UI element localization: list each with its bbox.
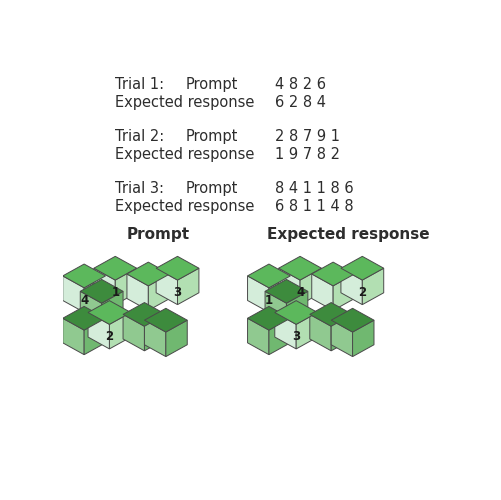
Polygon shape bbox=[88, 312, 109, 349]
Text: Trial 3:: Trial 3: bbox=[115, 182, 164, 196]
Polygon shape bbox=[63, 306, 105, 330]
Polygon shape bbox=[333, 274, 354, 310]
Text: 2: 2 bbox=[358, 286, 366, 299]
Polygon shape bbox=[63, 318, 84, 354]
Text: Trial 1:: Trial 1: bbox=[115, 78, 164, 92]
Polygon shape bbox=[177, 268, 198, 304]
Text: 1 9 7 8 2: 1 9 7 8 2 bbox=[274, 146, 339, 162]
Text: Expected response: Expected response bbox=[115, 198, 254, 214]
Text: 6 8 1 1 4 8: 6 8 1 1 4 8 bbox=[274, 198, 353, 214]
Text: Expected response: Expected response bbox=[115, 146, 254, 162]
Text: Prompt: Prompt bbox=[185, 130, 237, 144]
Text: 2 8 7 9 1: 2 8 7 9 1 bbox=[274, 130, 339, 144]
Polygon shape bbox=[265, 292, 286, 328]
Text: 3: 3 bbox=[173, 286, 181, 299]
Text: 3: 3 bbox=[292, 330, 300, 343]
Polygon shape bbox=[247, 276, 269, 312]
Polygon shape bbox=[144, 314, 165, 351]
Text: 8 4 1 1 8 6: 8 4 1 1 8 6 bbox=[274, 182, 353, 196]
Polygon shape bbox=[340, 256, 383, 280]
Polygon shape bbox=[127, 274, 148, 310]
Polygon shape bbox=[311, 262, 354, 286]
Text: 1: 1 bbox=[111, 286, 119, 299]
Polygon shape bbox=[156, 268, 177, 304]
Polygon shape bbox=[156, 256, 198, 280]
Text: Prompt: Prompt bbox=[185, 182, 237, 196]
Polygon shape bbox=[148, 274, 169, 310]
Polygon shape bbox=[286, 292, 307, 328]
Polygon shape bbox=[144, 320, 165, 356]
Text: Prompt: Prompt bbox=[185, 78, 237, 92]
Text: 6 2 8 4: 6 2 8 4 bbox=[274, 94, 325, 110]
Polygon shape bbox=[309, 314, 331, 351]
Polygon shape bbox=[63, 276, 84, 312]
Polygon shape bbox=[123, 302, 165, 326]
Polygon shape bbox=[274, 312, 296, 349]
Polygon shape bbox=[269, 318, 290, 354]
Polygon shape bbox=[296, 312, 317, 349]
Polygon shape bbox=[123, 314, 144, 351]
Polygon shape bbox=[94, 268, 115, 304]
Text: 4 8 2 6: 4 8 2 6 bbox=[274, 78, 325, 92]
Polygon shape bbox=[165, 320, 187, 356]
Polygon shape bbox=[84, 276, 105, 312]
Polygon shape bbox=[127, 262, 169, 286]
Polygon shape bbox=[274, 300, 317, 324]
Polygon shape bbox=[84, 318, 105, 354]
Polygon shape bbox=[331, 320, 352, 356]
Polygon shape bbox=[88, 300, 131, 324]
Polygon shape bbox=[340, 268, 362, 304]
Polygon shape bbox=[269, 276, 290, 312]
Text: 1: 1 bbox=[265, 294, 273, 306]
Polygon shape bbox=[102, 292, 123, 328]
Text: Prompt: Prompt bbox=[126, 228, 189, 242]
Polygon shape bbox=[300, 268, 321, 304]
Polygon shape bbox=[80, 280, 123, 303]
Polygon shape bbox=[331, 314, 352, 351]
Polygon shape bbox=[331, 308, 373, 332]
Text: 2: 2 bbox=[105, 330, 113, 343]
Polygon shape bbox=[352, 320, 373, 356]
Polygon shape bbox=[278, 268, 300, 304]
Polygon shape bbox=[115, 268, 136, 304]
Polygon shape bbox=[63, 264, 105, 288]
Text: Expected response: Expected response bbox=[267, 228, 429, 242]
Text: Expected response: Expected response bbox=[115, 94, 254, 110]
Polygon shape bbox=[265, 280, 307, 303]
Polygon shape bbox=[309, 302, 352, 326]
Polygon shape bbox=[311, 274, 333, 310]
Text: 4: 4 bbox=[80, 294, 88, 306]
Polygon shape bbox=[247, 318, 269, 354]
Text: 4: 4 bbox=[296, 286, 304, 299]
Text: Trial 2:: Trial 2: bbox=[115, 130, 164, 144]
Polygon shape bbox=[144, 308, 187, 332]
Polygon shape bbox=[94, 256, 136, 280]
Polygon shape bbox=[109, 312, 131, 349]
Polygon shape bbox=[247, 264, 290, 288]
Polygon shape bbox=[247, 306, 290, 330]
Polygon shape bbox=[80, 292, 102, 328]
Polygon shape bbox=[362, 268, 383, 304]
Polygon shape bbox=[278, 256, 321, 280]
